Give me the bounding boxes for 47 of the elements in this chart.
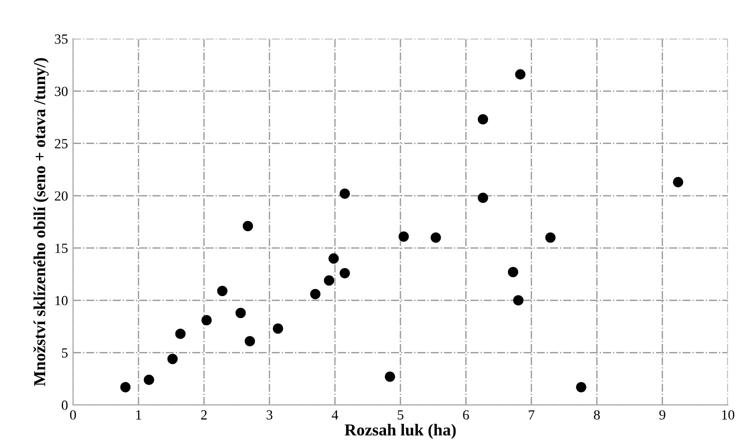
point bbox=[310, 288, 320, 300]
x-tick-label: 5 bbox=[398, 410, 404, 420]
y-tick-label: 35 bbox=[54, 34, 68, 44]
point bbox=[398, 231, 409, 242]
point bbox=[217, 286, 228, 296]
point bbox=[175, 328, 186, 340]
point bbox=[324, 275, 334, 286]
x-tick-label: 0 bbox=[70, 410, 76, 420]
y-tick-label: 15 bbox=[55, 244, 68, 253]
point bbox=[328, 253, 339, 264]
point bbox=[478, 114, 488, 125]
point bbox=[478, 192, 488, 204]
x-tick-label: 1 bbox=[136, 410, 142, 420]
point bbox=[340, 188, 350, 199]
point bbox=[272, 323, 284, 334]
x-axis-title: Rozsah luk (ha) bbox=[344, 424, 456, 439]
point bbox=[384, 372, 396, 382]
point bbox=[120, 382, 131, 392]
x-tick-label: 2 bbox=[201, 410, 207, 420]
point bbox=[508, 266, 518, 278]
x-tick-label: 9 bbox=[659, 410, 666, 420]
y-tick-label: 30 bbox=[54, 86, 68, 96]
y-tick-label: 10 bbox=[55, 296, 68, 306]
point bbox=[576, 382, 586, 392]
y-tick-label: 25 bbox=[54, 139, 68, 148]
point bbox=[244, 336, 256, 346]
point bbox=[144, 374, 154, 386]
point bbox=[242, 220, 254, 232]
y-tick-label: 20 bbox=[54, 191, 68, 201]
point bbox=[515, 69, 526, 80]
point bbox=[513, 295, 524, 306]
point bbox=[201, 315, 212, 326]
x-tick-label: 7 bbox=[528, 410, 534, 420]
x-tick-label: 3 bbox=[266, 410, 272, 420]
x-tick-label: 8 bbox=[594, 410, 600, 420]
y-tick-label: 0 bbox=[62, 400, 68, 410]
x-tick-label: 10 bbox=[722, 410, 734, 420]
x-tick-label: 6 bbox=[463, 410, 469, 420]
y-axis-title: Množství sklízeného obilí (seno + otava /tuny/) bbox=[33, 58, 49, 386]
y-tick-label: 5 bbox=[62, 348, 68, 358]
point bbox=[167, 354, 178, 364]
point bbox=[430, 232, 441, 243]
point bbox=[672, 176, 684, 188]
point bbox=[235, 308, 246, 318]
point bbox=[545, 232, 556, 243]
x-tick-label: 4 bbox=[332, 410, 338, 420]
point bbox=[340, 268, 350, 278]
